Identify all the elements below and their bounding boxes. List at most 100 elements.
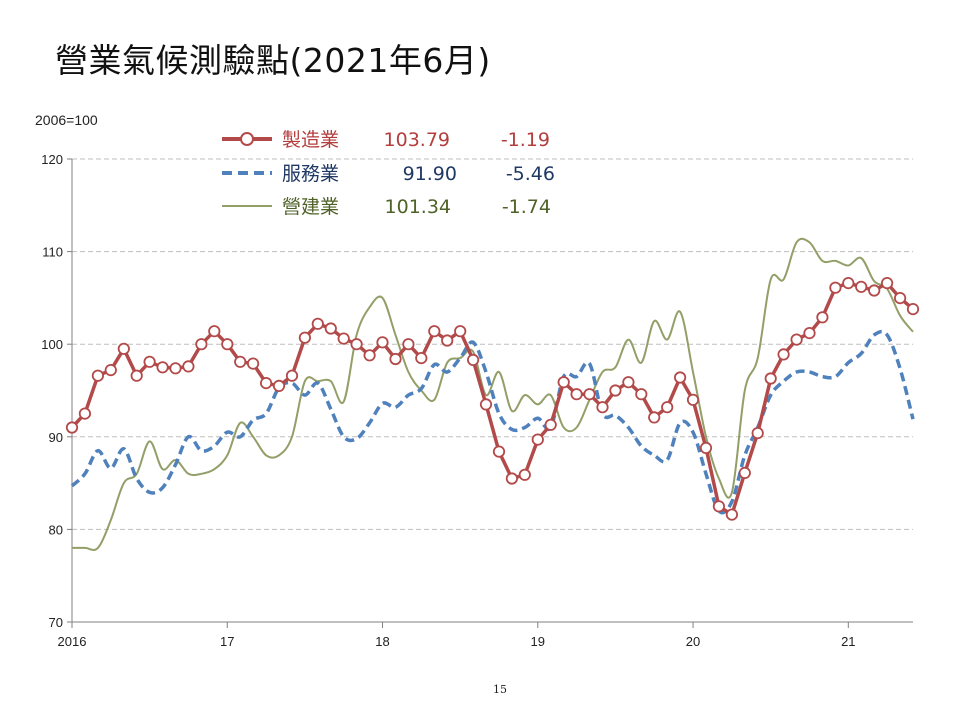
data-point-manufacturing <box>738 466 751 479</box>
data-point-manufacturing <box>389 352 402 366</box>
y-tick-label: 90 <box>49 430 63 445</box>
page-number: 15 <box>493 683 507 696</box>
data-point-manufacturing <box>234 355 247 368</box>
x-tick-label: 20 <box>686 634 700 649</box>
data-point-manufacturing <box>311 317 324 330</box>
legend-item-manufacturing: 製造業 103.79 -1.19 <box>222 129 550 151</box>
data-point-manufacturing <box>182 360 195 373</box>
data-point-manufacturing <box>622 376 635 389</box>
data-point-manufacturing <box>777 348 790 361</box>
data-point-manufacturing <box>221 338 234 351</box>
data-point-manufacturing <box>557 376 570 389</box>
data-point-manufacturing <box>415 351 428 365</box>
data-point-manufacturing <box>454 325 467 338</box>
data-point-manufacturing <box>673 371 687 384</box>
data-point-manufacturing <box>428 325 441 338</box>
data-point-manufacturing <box>117 342 130 355</box>
data-point-manufacturing <box>402 338 415 351</box>
data-point-manufacturing <box>712 500 726 513</box>
data-point-manufacturing <box>518 468 531 481</box>
data-point-manufacturing <box>492 445 506 458</box>
data-point-manufacturing <box>906 302 920 316</box>
data-point-manufacturing <box>285 369 299 382</box>
data-point-manufacturing <box>842 276 855 290</box>
y-tick-label: 80 <box>49 522 63 537</box>
data-point-manufacturing <box>790 333 803 346</box>
y-unit-label: 2006=100 <box>35 112 98 128</box>
data-point-manufacturing <box>648 411 661 424</box>
data-point-manufacturing <box>130 369 143 382</box>
data-point-manufacturing <box>855 280 868 293</box>
data-point-manufacturing <box>505 472 518 485</box>
data-point-manufacturing <box>78 407 92 420</box>
data-point-manufacturing <box>803 326 816 340</box>
legend-item-construction: 營建業 101.34 -1.74 <box>222 196 551 218</box>
data-point-manufacturing <box>195 338 208 351</box>
legend-name: 營建業 <box>282 196 339 218</box>
y-tick-label: 110 <box>42 245 63 260</box>
data-point-manufacturing <box>699 441 713 454</box>
y-tick-label: 100 <box>41 337 63 352</box>
grid-lines <box>72 158 913 530</box>
data-point-manufacturing <box>764 372 777 385</box>
page-title: 營業氣候測驗點(2021年6月) <box>55 41 491 80</box>
data-point-manufacturing <box>259 376 273 390</box>
data-point-manufacturing <box>65 421 79 434</box>
x-tick-label: 21 <box>841 634 855 649</box>
data-point-manufacturing <box>609 384 622 397</box>
data-point-manufacturing <box>570 388 583 401</box>
data-point-manufacturing <box>169 362 182 375</box>
x-tick-label: 19 <box>531 634 545 649</box>
data-point-manufacturing <box>596 401 609 414</box>
data-point-manufacturing <box>868 284 881 297</box>
legend-latest-value: 101.34 <box>385 196 451 218</box>
data-point-manufacturing <box>725 508 739 521</box>
legend-change-value: -1.19 <box>501 129 550 151</box>
legend-change-value: -1.74 <box>502 196 551 218</box>
data-point-manufacturing <box>363 349 376 362</box>
data-point-manufacturing <box>880 276 894 290</box>
data-point-manufacturing <box>635 388 648 401</box>
data-point-manufacturing <box>324 322 337 335</box>
data-point-manufacturing <box>893 291 907 305</box>
legend-latest-value: 91.90 <box>403 163 457 185</box>
y-tick-label: 120 <box>41 152 63 167</box>
legend: 製造業 103.79 -1.19 服務業 91.90 -5.46 營建業 101… <box>222 129 555 218</box>
data-point-manufacturing <box>298 331 311 344</box>
x-tick-label: 17 <box>220 634 234 649</box>
data-point-manufacturing <box>751 426 764 440</box>
series-line-construction <box>72 237 914 551</box>
data-point-manufacturing <box>466 353 480 366</box>
y-tick-label: 70 <box>49 615 63 630</box>
legend-change-value: -5.46 <box>506 163 555 185</box>
legend-item-services: 服務業 91.90 -5.46 <box>222 163 555 185</box>
data-point-manufacturing <box>91 369 105 382</box>
data-point-manufacturing <box>337 332 350 345</box>
data-point-manufacturing <box>272 379 286 392</box>
data-point-manufacturing <box>441 334 454 347</box>
data-point-manufacturing <box>208 325 221 338</box>
legend-name: 服務業 <box>282 163 339 185</box>
data-point-manufacturing <box>479 398 493 411</box>
x-tick-label: 18 <box>375 634 389 649</box>
series-line-services <box>70 329 915 515</box>
data-point-manufacturing <box>544 418 557 431</box>
x-tick-label: 2016 <box>58 634 87 649</box>
legend-latest-value: 103.79 <box>384 129 450 151</box>
data-point-manufacturing <box>531 433 544 446</box>
data-point-manufacturing <box>661 401 674 414</box>
legend-name: 製造業 <box>282 129 339 151</box>
axes: 70 80 90 100 110 120 2016 17 18 19 20 21 <box>41 152 913 649</box>
data-point-manufacturing <box>104 363 117 377</box>
data-point-manufacturing <box>247 357 260 370</box>
data-point-manufacturing <box>156 361 169 374</box>
data-point-manufacturing <box>376 336 389 349</box>
data-point-manufacturing <box>350 338 363 351</box>
data-point-manufacturing <box>816 311 829 324</box>
data-point-manufacturing <box>143 355 156 368</box>
data-point-manufacturing <box>686 393 700 406</box>
series-lines <box>65 237 920 551</box>
data-point-manufacturing <box>829 281 842 294</box>
data-point-manufacturing <box>583 388 596 401</box>
